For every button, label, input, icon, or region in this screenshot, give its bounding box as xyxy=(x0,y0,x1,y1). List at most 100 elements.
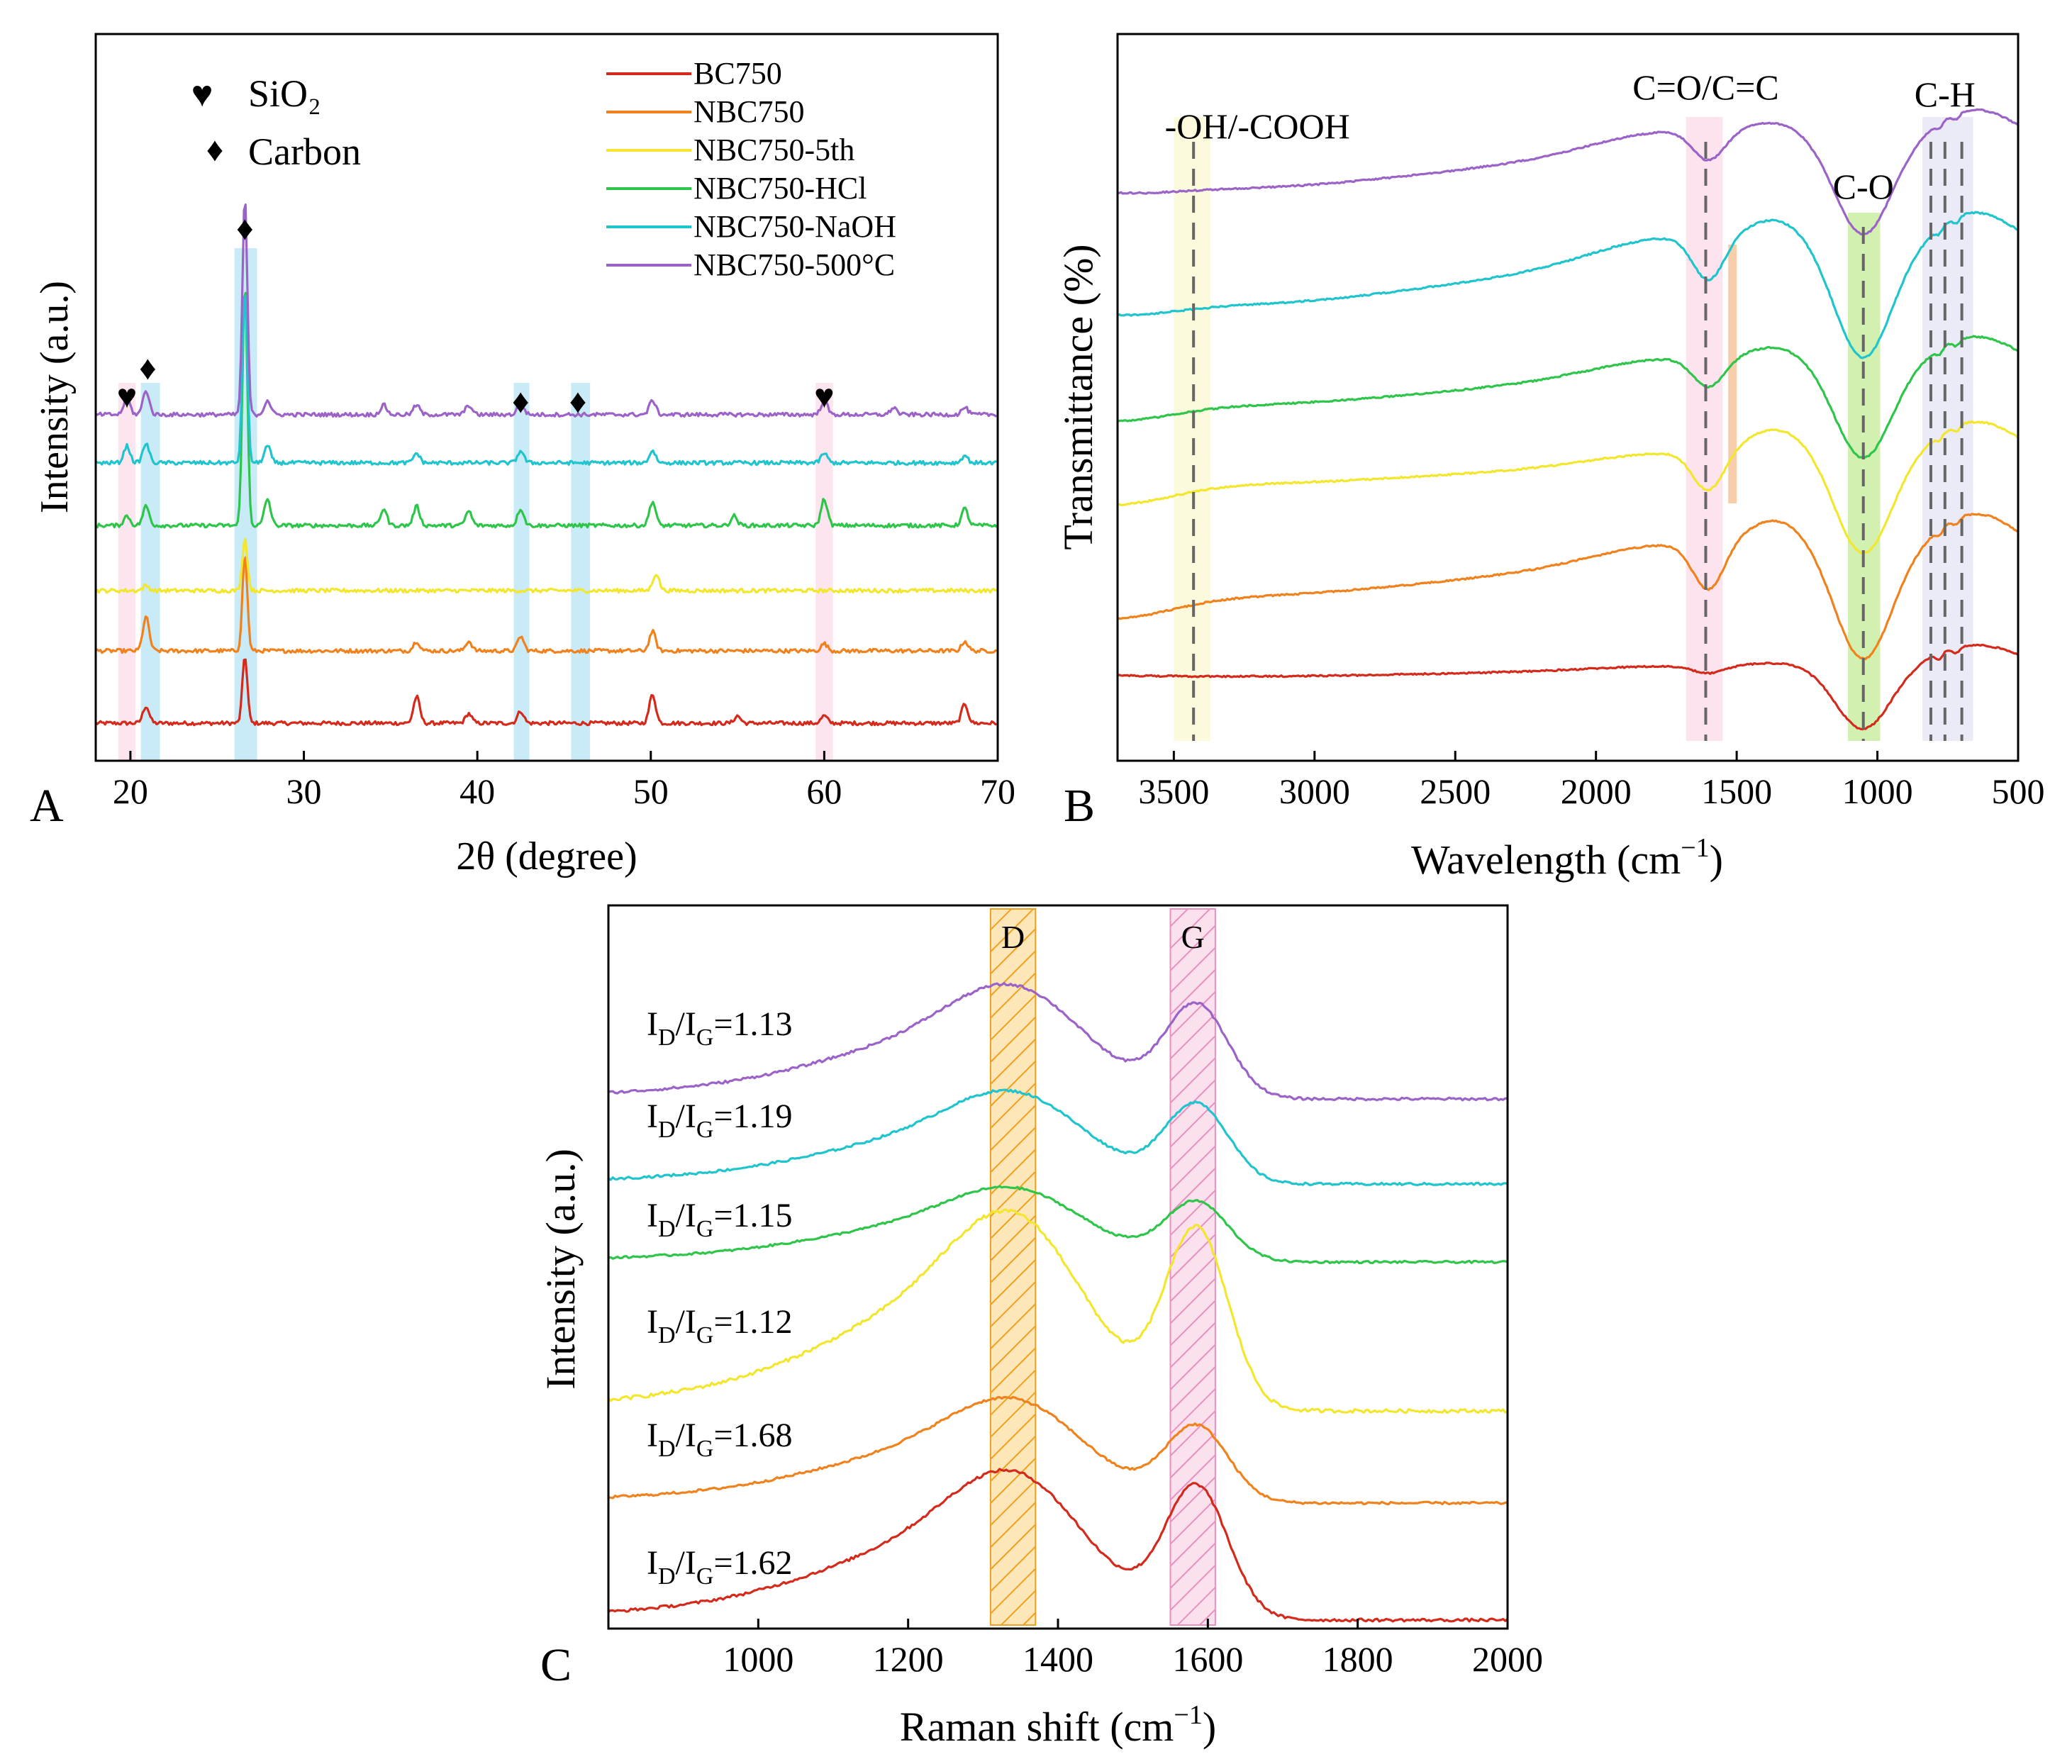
raman-ratio-part: G xyxy=(696,1322,714,1349)
ftir-tick-label-4: 1500 xyxy=(1701,771,1772,811)
xrd-line-4 xyxy=(94,295,997,467)
xrd-band-1 xyxy=(140,383,160,761)
raman-line-5 xyxy=(608,982,1508,1102)
xrd-peak-marker-0: ♥ xyxy=(117,378,138,415)
raman-ratio-part: /I xyxy=(676,1005,696,1043)
xrd-peak-marker-2: ♦ xyxy=(236,210,254,247)
legend-label-3: NBC750-HCl xyxy=(694,171,867,206)
raman-x-axis-label: Raman shift (cm−1) xyxy=(900,1700,1216,1750)
xrd-series xyxy=(94,203,998,727)
xrd-band-0 xyxy=(118,383,136,761)
ftir-xlabel-sup: −1 xyxy=(1681,833,1709,863)
raman-series xyxy=(607,982,1509,1623)
legend-label-1: NBC750 xyxy=(694,94,804,129)
ftir-y-axis-label: Transmittance (%) xyxy=(1055,244,1101,549)
legend-label-4: NBC750-NaOH xyxy=(694,209,896,244)
raman-x-ticks: 1000 1200 1400 1600 1800 2000 xyxy=(723,1619,1543,1679)
xrd-highlight-bands xyxy=(118,248,833,761)
raman-ratio-part: D xyxy=(658,1563,676,1590)
symbol-legend-heart-glyph: ♥ xyxy=(191,74,213,115)
raman-ratio-part: I xyxy=(647,1303,658,1341)
ftir-x-ticks: 3500 3000 2500 2000 1500 1000 500 xyxy=(1138,751,2045,811)
ftir-tick-label-3: 2000 xyxy=(1561,771,1632,811)
raman-ratio-part: =1.19 xyxy=(713,1098,792,1135)
ftir-x-axis-label: Wavelength (cm−1) xyxy=(1411,833,1723,883)
ftir-xlabel-main: Wavelength (cm xyxy=(1411,837,1681,883)
ftir-annotation-1: C=O/C=C xyxy=(1632,67,1778,107)
raman-ratio-part: I xyxy=(647,1098,658,1135)
raman-panel-letter: C xyxy=(540,1639,572,1691)
xrd-line-1 xyxy=(95,556,998,654)
raman-xlabel-main: Raman shift (cm xyxy=(900,1704,1174,1750)
xrd-band-5 xyxy=(815,383,833,761)
xrd-peak-marker-4: ♦ xyxy=(569,383,587,420)
raman-ratio-3: ID/IG=1.15 xyxy=(647,1197,793,1242)
raman-ratio-part: I xyxy=(647,1417,658,1454)
ftir-panel-letter: B xyxy=(1064,780,1095,832)
raman-ratio-part: =1.62 xyxy=(713,1544,792,1582)
ftir-tick-label-5: 1000 xyxy=(1842,771,1913,811)
raman-band-label-0: D xyxy=(1001,919,1025,955)
raman-ratio-0: ID/IG=1.62 xyxy=(647,1544,793,1590)
legend-label-5: NBC750-500°C xyxy=(694,247,895,282)
raman-ratio-part: I xyxy=(647,1197,658,1234)
xrd-line-3 xyxy=(94,291,998,529)
raman-tick-label-3: 1600 xyxy=(1172,1639,1243,1679)
ftir-tick-label-1: 3000 xyxy=(1279,771,1350,811)
ftir-axes-frame xyxy=(1116,33,2020,762)
xrd-line-5 xyxy=(95,203,998,418)
raman-ratio-labels: ID/IG=1.62ID/IG=1.68ID/IG=1.12ID/IG=1.15… xyxy=(647,1005,793,1590)
xrd-tick-label-1: 30 xyxy=(286,771,322,811)
raman-ratio-part: =1.15 xyxy=(713,1197,792,1234)
symbol-legend-carbon-label: Carbon xyxy=(248,130,361,173)
raman-line-2 xyxy=(607,1208,1508,1414)
raman-line-1 xyxy=(608,1395,1508,1506)
xrd-y-axis-label: Intensity (a.u.) xyxy=(33,281,77,513)
xrd-band-3 xyxy=(513,383,530,761)
xrd-x-axis-label: 2θ (degree) xyxy=(456,834,637,878)
raman-ratio-part: /I xyxy=(676,1544,696,1582)
raman-ratio-part: D xyxy=(658,1216,676,1242)
ftir-tick-label-6: 500 xyxy=(1992,771,2045,811)
raman-tick-label-1: 1200 xyxy=(873,1639,944,1679)
legend-label-2: NBC750-5th xyxy=(694,133,854,167)
raman-y-axis-label: Intensity (a.u.) xyxy=(538,1149,584,1390)
ftir-tick-label-2: 2500 xyxy=(1420,771,1491,811)
raman-ratio-part: /I xyxy=(676,1303,696,1341)
raman-ratio-part: /I xyxy=(676,1098,696,1135)
raman-ratio-2: ID/IG=1.12 xyxy=(647,1303,793,1349)
xrd-band-4 xyxy=(571,383,591,761)
raman-ratio-part: G xyxy=(696,1117,714,1143)
ftir-line-3 xyxy=(1117,335,2019,459)
raman-ratio-part: G xyxy=(696,1216,714,1242)
xrd-tick-label-2: 40 xyxy=(459,771,495,811)
legend-label-0: BC750 xyxy=(694,56,782,91)
ftir-band-2 xyxy=(1728,245,1737,503)
xrd-tick-label-0: 20 xyxy=(113,771,148,811)
raman-xlabel-close: ) xyxy=(1203,1704,1216,1750)
ftir-line-4 xyxy=(1117,211,2018,359)
symbol-legend-diamond-glyph: ♦ xyxy=(206,131,224,169)
raman-ratio-part: G xyxy=(696,1563,714,1590)
ftir-annotation-0: -OH/-COOH xyxy=(1165,106,1350,146)
raman-ratio-part: /I xyxy=(676,1197,696,1234)
ftir-tick-label-0: 3500 xyxy=(1138,771,1209,811)
xrd-panel-letter: A xyxy=(30,780,64,832)
raman-ratio-5: ID/IG=1.13 xyxy=(647,1005,793,1051)
raman-xlabel-sup: −1 xyxy=(1174,1700,1202,1730)
raman-ratio-part: =1.12 xyxy=(713,1303,792,1341)
raman-ratio-part: =1.68 xyxy=(713,1417,792,1454)
raman-band-0 xyxy=(989,908,1037,1626)
xrd-panel: ♥♦♦♦ ♦ ♥ 20 30 40 50 60 70 ♥ SiO₂ ♦ Carbon BC75… xyxy=(30,33,1015,878)
raman-tick-label-2: 1400 xyxy=(1023,1639,1093,1679)
ftir-line-2 xyxy=(1117,420,2019,554)
xrd-line-0 xyxy=(94,658,998,727)
ftir-line-0 xyxy=(1117,643,2019,731)
xrd-axes-frame xyxy=(94,33,999,762)
raman-line-4 xyxy=(608,1088,1508,1186)
xrd-peak-marker-1: ♦ xyxy=(139,350,157,387)
raman-ratio-part: D xyxy=(658,1117,676,1143)
